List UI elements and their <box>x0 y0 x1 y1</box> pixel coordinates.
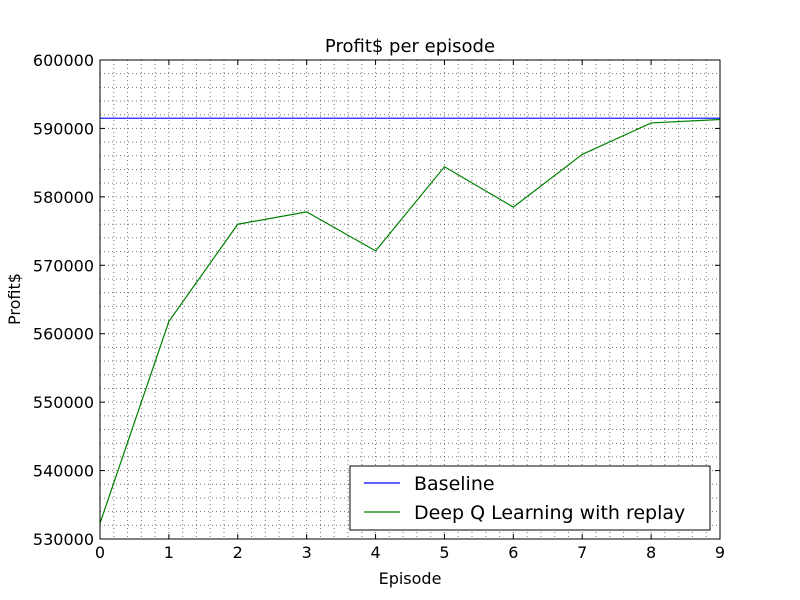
x-tick-label: 5 <box>439 543 449 562</box>
x-tick-label: 8 <box>646 543 656 562</box>
y-tick-label: 560000 <box>33 325 94 344</box>
axis-ticks: 0 1 2 3 4 5 6 7 8 9 530000 540000 550000 560000 570000… <box>33 51 725 562</box>
x-tick-label: 1 <box>164 543 174 562</box>
y-tick-label: 590000 <box>33 119 94 138</box>
x-tick-label: 0 <box>95 543 105 562</box>
chart-title: Profit$ per episode <box>325 36 495 57</box>
x-tick-label: 3 <box>302 543 312 562</box>
legend-box <box>349 465 711 531</box>
legend-entry: Baseline <box>414 473 495 495</box>
x-tick-label: 4 <box>370 543 380 562</box>
y-tick-label: 600000 <box>33 51 94 70</box>
y-axis-label: Profit$ <box>5 273 24 325</box>
y-tick-label: 530000 <box>33 530 94 549</box>
plot-area <box>99 59 721 540</box>
y-tick-label: 570000 <box>33 256 94 275</box>
y-tick-label: 580000 <box>33 188 94 207</box>
x-tick-label: 9 <box>715 543 725 562</box>
y-tick-label: 540000 <box>33 462 94 481</box>
x-axis-label: Episode <box>379 569 442 588</box>
series-layer <box>99 117 721 524</box>
x-tick-label: 2 <box>233 543 243 562</box>
x-tick-label: 7 <box>577 543 587 562</box>
legend: Baseline Deep Q Learning with replay <box>349 465 711 531</box>
legend-entry: Deep Q Learning with replay <box>414 502 685 524</box>
series-line-deep-q-learning <box>99 118 721 524</box>
y-tick-label: 550000 <box>33 393 94 412</box>
x-tick-label: 6 <box>508 543 518 562</box>
